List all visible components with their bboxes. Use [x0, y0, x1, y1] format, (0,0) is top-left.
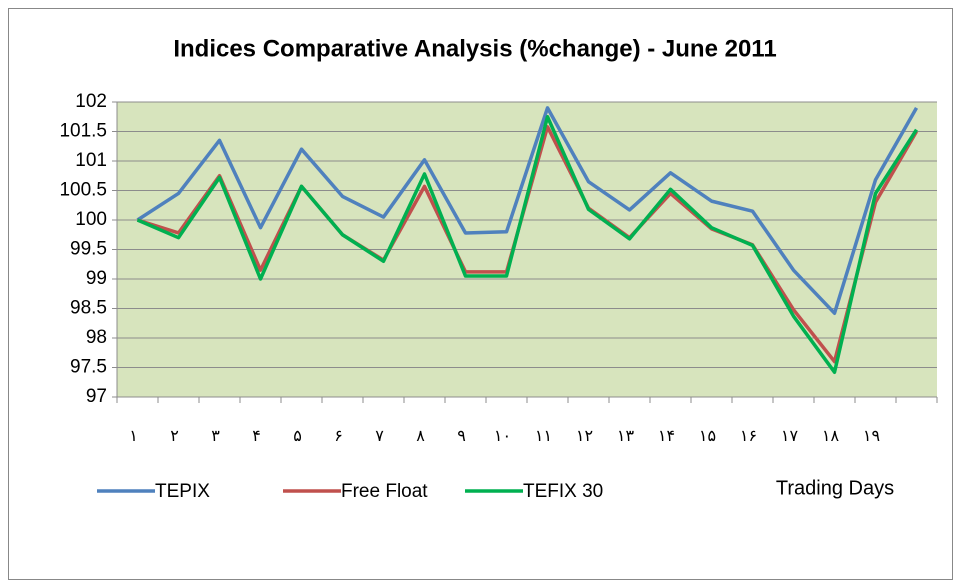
y-tick-label: 98.5: [70, 298, 107, 319]
y-tick-label: 97.5: [70, 357, 107, 378]
x-tick-label: ۸: [416, 428, 425, 445]
legend-label: Free Float: [341, 481, 428, 502]
x-tick-label: ۵: [293, 428, 302, 445]
series-line: [136, 115, 918, 374]
x-tick-label: ۲: [170, 428, 179, 445]
y-tick-label: 97: [86, 386, 107, 407]
x-tick-label: ۴: [252, 428, 261, 445]
x-tick-label: ۳: [211, 428, 220, 445]
y-tick-label: 100.5: [59, 180, 107, 201]
chart-title: Indices Comparative Analysis (%change) -…: [173, 35, 776, 62]
x-tick-label: ۶: [334, 428, 343, 445]
x-tick-label: ۹: [457, 428, 466, 445]
legend-label: TEPIX: [155, 481, 210, 502]
x-tick-label: ۱۲: [576, 428, 593, 445]
y-tick-label: 99.5: [70, 239, 107, 260]
x-tick-label: ۱۰: [494, 428, 511, 445]
x-tick-label: ۱: [129, 428, 138, 445]
y-tick-label: 98: [86, 327, 107, 348]
y-tick-label: 101.5: [59, 121, 107, 142]
x-tick-label: ۱۳: [617, 428, 635, 445]
x-tick-label: ۱۹: [863, 428, 880, 445]
series-line: [136, 106, 919, 315]
y-tick-label: 100: [75, 209, 107, 230]
y-tick-label: 102: [75, 91, 107, 112]
x-tick-label: ۱۴: [658, 428, 675, 445]
x-tick-label: ۱۷: [781, 428, 799, 445]
x-axis-label: Trading Days: [776, 477, 894, 499]
x-tick-label: ۷: [375, 428, 384, 445]
x-tick-label: ۱۱: [535, 428, 552, 445]
x-tick-label: ۱۵: [699, 428, 716, 445]
legend-label: TEFIX 30: [523, 481, 603, 502]
x-tick-label: ۱۶: [740, 428, 757, 445]
y-tick-label: 99: [86, 268, 107, 289]
x-tick-label: ۱۸: [822, 428, 840, 445]
y-tick-label: 101: [75, 150, 107, 171]
